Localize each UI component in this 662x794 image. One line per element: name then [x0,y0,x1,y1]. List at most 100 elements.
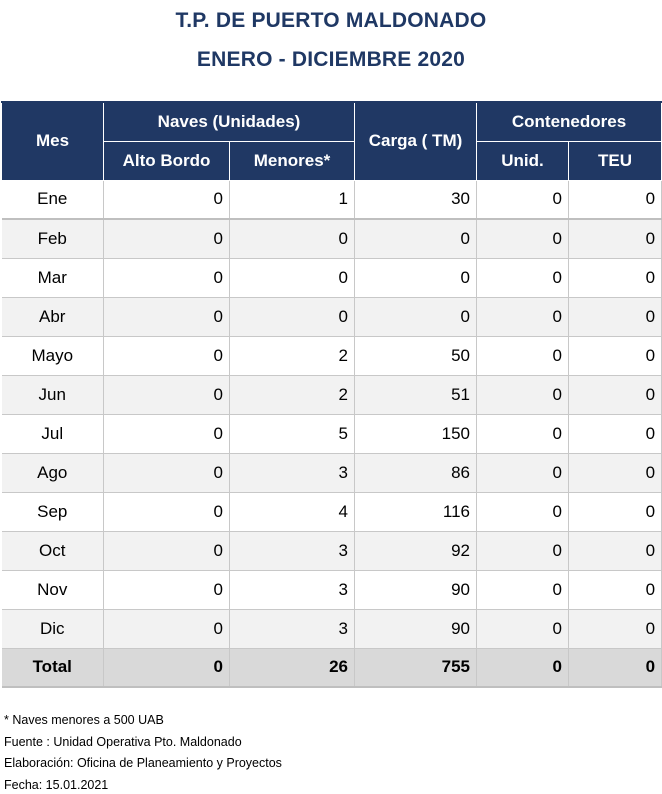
cell-alto-bordo: 0 [103,375,230,415]
cell-mes: Nov [1,570,104,610]
cell-menores: 0 [229,297,356,337]
cell-alto-bordo: 0 [103,492,230,532]
cell-teu: 0 [568,336,662,376]
cell-teu: 0 [568,609,662,649]
traffic-table: Mes Naves (Unidades) Carga ( TM) Contene… [1,101,662,688]
cell-alto-bordo: 0 [103,570,230,610]
cell-carga: 50 [354,336,478,376]
footnote-line: Elaboración: Oficina de Planeamiento y P… [4,756,282,770]
table-row: Nov 0 3 90 0 0 [1,570,662,610]
cell-menores: 3 [229,570,356,610]
cell-carga: 90 [354,570,478,610]
cell-unid: 0 [476,492,570,532]
total-cell-teu: 0 [568,648,662,688]
table-row: Ago 0 3 86 0 0 [1,453,662,493]
cell-alto-bordo: 0 [103,609,230,649]
cell-menores: 4 [229,492,356,532]
cell-mes: Oct [1,531,104,571]
cell-menores: 3 [229,609,356,649]
cell-unid: 0 [476,180,570,220]
cell-menores: 3 [229,453,356,493]
footnote-line: Fecha: 15.01.2021 [4,777,109,792]
cell-alto-bordo: 0 [103,180,230,220]
cell-mes: Abr [1,297,104,337]
total-cell-unid: 0 [476,648,570,688]
cell-carga: 92 [354,531,478,571]
cell-teu: 0 [568,180,662,220]
cell-menores: 1 [229,180,356,220]
cell-alto-bordo: 0 [103,258,230,298]
cell-teu: 0 [568,375,662,415]
header-carga: Carga ( TM) [354,101,478,181]
cell-unid: 0 [476,453,570,493]
cell-teu: 0 [568,258,662,298]
table-body: Ene 0 1 30 0 0 Feb 0 0 0 0 0 Mar 0 0 0 0 0 Abr 0 0 0 0 0 Mayo 0 2 5… [1,180,662,688]
cell-unid: 0 [476,336,570,376]
cell-unid: 0 [476,414,570,454]
cell-carga: 86 [354,453,478,493]
header-alto-bordo: Alto Bordo [103,140,230,181]
cell-unid: 0 [476,609,570,649]
cell-mes: Feb [1,219,104,259]
cell-teu: 0 [568,570,662,610]
header-teu: TEU [568,140,662,181]
report-subtitle: ENERO - DICIEMBRE 2020 [196,48,466,71]
cell-carga: 116 [354,492,478,532]
cell-unid: 0 [476,570,570,610]
cell-unid: 0 [476,375,570,415]
cell-menores: 2 [229,375,356,415]
header-naves: Naves (Unidades) [102,101,356,142]
cell-carga: 0 [354,297,478,337]
cell-menores: 3 [229,531,356,571]
cell-teu: 0 [568,297,662,337]
cell-unid: 0 [476,258,570,298]
cell-mes: Mar [1,258,104,298]
table-row: Mar 0 0 0 0 0 [1,258,662,298]
cell-carga: 90 [354,609,478,649]
table-row: Feb 0 0 0 0 0 [1,219,662,259]
cell-carga: 150 [354,414,478,454]
header-contenedores: Contenedores [476,101,662,142]
cell-mes: Ene [1,180,104,220]
cell-alto-bordo: 0 [103,219,230,259]
cell-mes: Jul [1,414,104,454]
cell-menores: 2 [229,336,356,376]
cell-teu: 0 [568,414,662,454]
cell-carga: 0 [354,219,478,259]
cell-menores: 0 [229,219,356,259]
cell-mes: Ago [1,453,104,493]
cell-carga: 30 [354,180,478,220]
table-row: Dic 0 3 90 0 0 [1,609,662,649]
table-header: Mes Naves (Unidades) Carga ( TM) Contene… [1,101,662,181]
total-cell-menores: 26 [229,648,356,688]
total-cell-carga: 755 [354,648,478,688]
cell-alto-bordo: 0 [103,336,230,376]
cell-unid: 0 [476,531,570,571]
cell-teu: 0 [568,453,662,493]
cell-mes: Sep [1,492,104,532]
cell-alto-bordo: 0 [103,453,230,493]
table-row: Jul 0 5 150 0 0 [1,414,662,454]
cell-teu: 0 [568,492,662,532]
cell-alto-bordo: 0 [103,414,230,454]
cell-mes: Jun [1,375,104,415]
cell-carga: 0 [354,258,478,298]
footnote-line: Fuente : Unidad Operativa Pto. Maldonado [4,734,242,749]
total-row: Total 0 26 755 0 0 [1,648,662,688]
table-row: Sep 0 4 116 0 0 [1,492,662,532]
cell-teu: 0 [568,531,662,571]
header-menores: Menores* [228,140,356,181]
cell-menores: 0 [229,258,356,298]
total-cell-alto-bordo: 0 [103,648,230,688]
table-row: Ene 0 1 30 0 0 [1,180,662,220]
header-mes: Mes [1,101,104,181]
table-row: Mayo 0 2 50 0 0 [1,336,662,376]
cell-carga: 51 [354,375,478,415]
cell-mes: Mayo [1,336,104,376]
footnotes: * Naves menores a 500 UAB Fuente : Unidad… [4,710,282,794]
cell-unid: 0 [476,219,570,259]
table-row: Oct 0 3 92 0 0 [1,531,662,571]
total-cell-mes: Total [1,648,104,688]
table-row: Abr 0 0 0 0 0 [1,297,662,337]
report-title: T.P. DE PUERTO MALDONADO [175,9,487,32]
